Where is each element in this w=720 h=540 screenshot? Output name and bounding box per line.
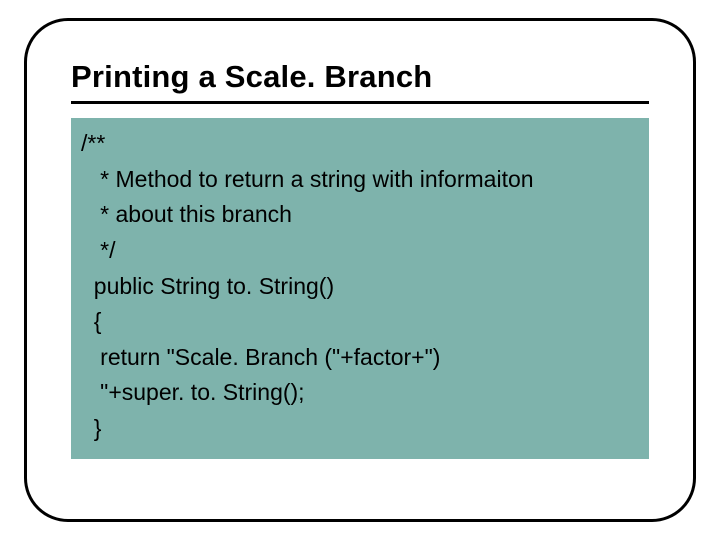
code-line: * Method to return a string with informa… — [81, 162, 639, 198]
title-rule — [71, 101, 649, 104]
title-block: Printing a Scale. Branch — [71, 59, 649, 104]
code-line: */ — [81, 233, 639, 269]
code-line: { — [81, 304, 639, 340]
code-line: } — [81, 411, 639, 447]
code-line: /** — [81, 126, 639, 162]
slide-frame: Printing a Scale. Branch /** * Method to… — [24, 18, 696, 522]
code-line: "+super. to. String(); — [81, 375, 639, 411]
slide-title: Printing a Scale. Branch — [71, 59, 649, 95]
code-line: public String to. String() — [81, 269, 639, 305]
code-line: return "Scale. Branch ("+factor+") — [81, 340, 639, 376]
code-line: * about this branch — [81, 197, 639, 233]
code-block: /** * Method to return a string with inf… — [71, 118, 649, 459]
